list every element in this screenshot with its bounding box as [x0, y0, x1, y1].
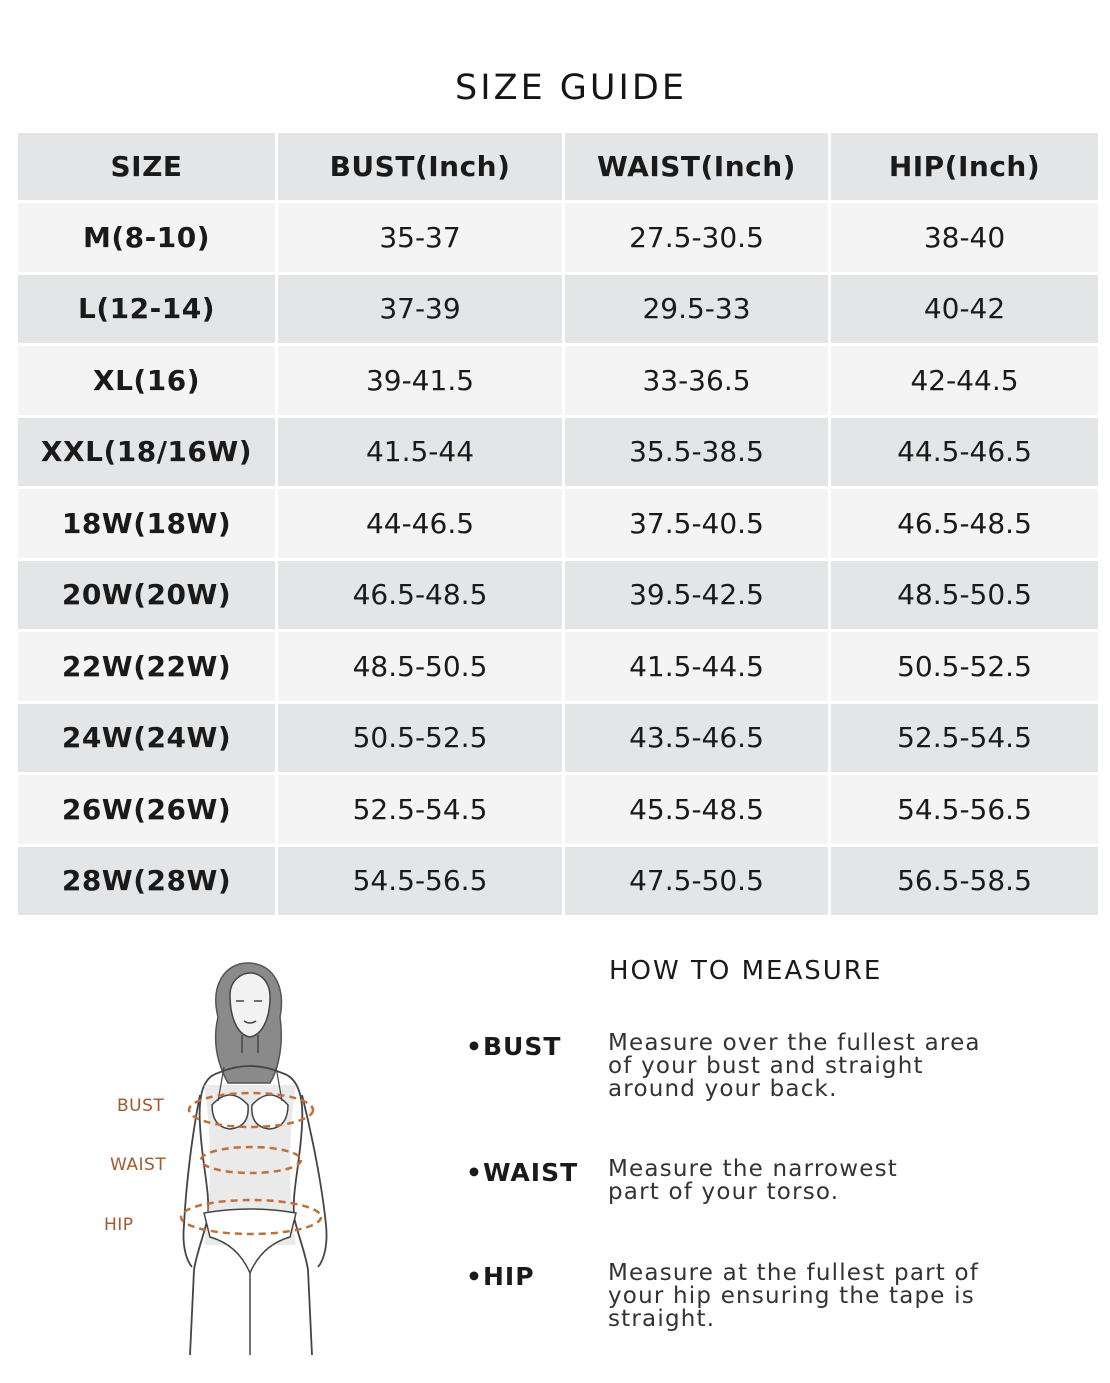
waist-cell: 37.5-40.5 [565, 489, 831, 561]
text-line: around your back. [608, 1076, 838, 1102]
table-row: 20W(20W) 46.5-48.5 39.5-42.5 48.5-50.5 [18, 560, 1098, 632]
body-outline-illustration [179, 962, 328, 1356]
bust-cell: 54.5-56.5 [278, 846, 565, 918]
bust-cell: 37-39 [278, 274, 565, 346]
table-row: 22W(22W) 48.5-50.5 41.5-44.5 50.5-52.5 [18, 632, 1098, 704]
hip-cell: 54.5-56.5 [831, 775, 1098, 847]
size-cell: XL(16) [18, 346, 278, 418]
figure-label-bust: BUST [117, 1096, 165, 1116]
size-cell: L(12-14) [18, 274, 278, 346]
text-line: Measure at the fullest part of [608, 1260, 980, 1286]
measure-label-bust: •BUST [466, 1032, 562, 1061]
size-cell: 20W(20W) [18, 560, 278, 632]
waist-cell: 39.5-42.5 [565, 560, 831, 632]
measure-text-waist: Measure the narrowest part of your torso… [608, 1158, 988, 1204]
size-cell: 24W(24W) [18, 703, 278, 775]
bust-cell: 39-41.5 [278, 346, 565, 418]
waist-cell: 27.5-30.5 [565, 203, 831, 275]
bust-cell: 52.5-54.5 [278, 775, 565, 847]
measure-text-hip: Measure at the fullest part of your hip … [608, 1262, 988, 1331]
hip-cell: 56.5-58.5 [831, 846, 1098, 918]
bust-cell: 50.5-52.5 [278, 703, 565, 775]
body-measurement-figure: BUST WAIST HIP [100, 955, 380, 1356]
measure-text-bust: Measure over the fullest area of your bu… [608, 1032, 988, 1101]
table-row: 28W(28W) 54.5-56.5 47.5-50.5 56.5-58.5 [18, 846, 1098, 918]
figure-label-waist: WAIST [110, 1155, 167, 1175]
header-waist: WAIST(Inch) [565, 133, 831, 203]
text-line: Measure the narrowest [608, 1156, 899, 1182]
waist-cell: 43.5-46.5 [565, 703, 831, 775]
measure-label-waist: •WAIST [466, 1158, 579, 1187]
hip-cell: 52.5-54.5 [831, 703, 1098, 775]
waist-cell: 41.5-44.5 [565, 632, 831, 704]
hip-cell: 40-42 [831, 274, 1098, 346]
hip-cell: 44.5-46.5 [831, 417, 1098, 489]
waist-cell: 47.5-50.5 [565, 846, 831, 918]
size-cell: M(8-10) [18, 203, 278, 275]
text-line: part of your torso. [608, 1179, 840, 1205]
size-cell: 22W(22W) [18, 632, 278, 704]
bust-cell: 46.5-48.5 [278, 560, 565, 632]
waist-cell: 29.5-33 [565, 274, 831, 346]
size-cell: 18W(18W) [18, 489, 278, 561]
text-line: your hip ensuring the tape is [608, 1283, 975, 1309]
size-cell: 26W(26W) [18, 775, 278, 847]
hip-cell: 50.5-52.5 [831, 632, 1098, 704]
bust-cell: 48.5-50.5 [278, 632, 565, 704]
header-hip: HIP(Inch) [831, 133, 1098, 203]
hip-cell: 42-44.5 [831, 346, 1098, 418]
measure-label-hip: •HIP [466, 1262, 535, 1291]
hip-cell: 38-40 [831, 203, 1098, 275]
text-line: of your bust and straight [608, 1053, 924, 1079]
bust-cell: 35-37 [278, 203, 565, 275]
table-row: XL(16) 39-41.5 33-36.5 42-44.5 [18, 346, 1098, 418]
header-bust: BUST(Inch) [278, 133, 565, 203]
how-to-measure-title: HOW TO MEASURE [609, 956, 883, 986]
table-header-row: SIZE BUST(Inch) WAIST(Inch) HIP(Inch) [18, 133, 1098, 203]
table-row: 18W(18W) 44-46.5 37.5-40.5 46.5-48.5 [18, 489, 1098, 561]
text-line: Measure over the fullest area [608, 1030, 981, 1056]
page-title: SIZE GUIDE [455, 68, 687, 108]
table-row: M(8-10) 35-37 27.5-30.5 38-40 [18, 203, 1098, 275]
size-cell: 28W(28W) [18, 846, 278, 918]
table-row: XXL(18/16W) 41.5-44 35.5-38.5 44.5-46.5 [18, 417, 1098, 489]
waist-cell: 45.5-48.5 [565, 775, 831, 847]
table-row: 26W(26W) 52.5-54.5 45.5-48.5 54.5-56.5 [18, 775, 1098, 847]
waist-cell: 33-36.5 [565, 346, 831, 418]
header-size: SIZE [18, 133, 278, 203]
hip-cell: 46.5-48.5 [831, 489, 1098, 561]
size-table: SIZE BUST(Inch) WAIST(Inch) HIP(Inch) M(… [18, 133, 1098, 918]
table-row: L(12-14) 37-39 29.5-33 40-42 [18, 274, 1098, 346]
bust-cell: 41.5-44 [278, 417, 565, 489]
waist-cell: 35.5-38.5 [565, 417, 831, 489]
table-row: 24W(24W) 50.5-52.5 43.5-46.5 52.5-54.5 [18, 703, 1098, 775]
text-line: straight. [608, 1306, 716, 1332]
bust-cell: 44-46.5 [278, 489, 565, 561]
hip-cell: 48.5-50.5 [831, 560, 1098, 632]
figure-label-hip: HIP [104, 1215, 134, 1235]
size-cell: XXL(18/16W) [18, 417, 278, 489]
